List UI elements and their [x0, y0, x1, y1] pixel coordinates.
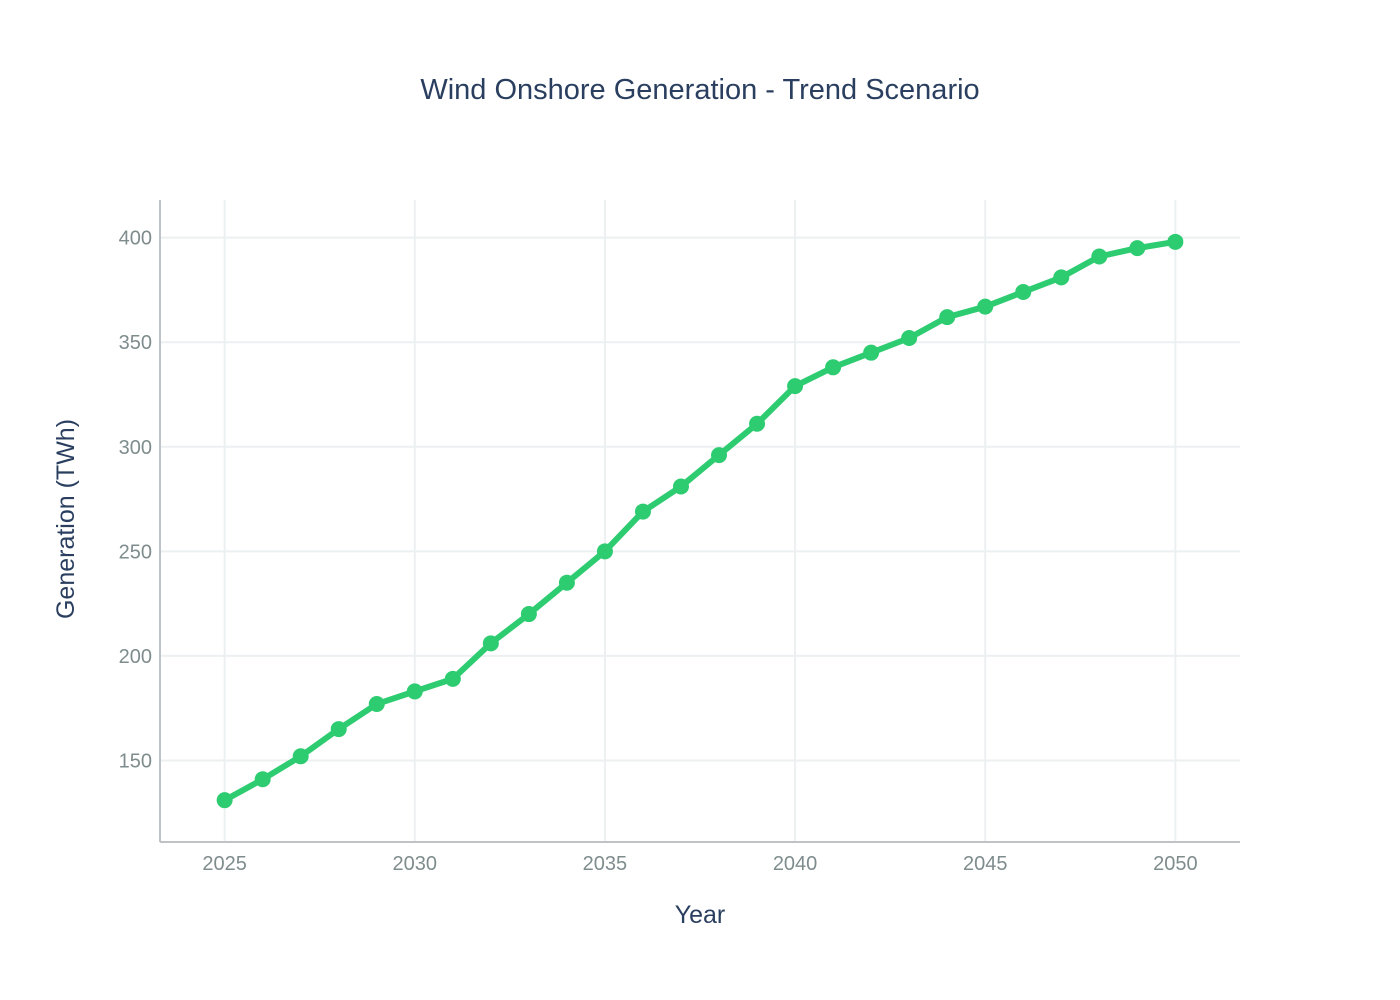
y-tick-label: 400 [119, 228, 152, 250]
x-tick-label: 2025 [202, 853, 247, 875]
y-tick-label: 250 [119, 541, 152, 563]
data-point[interactable] [482, 635, 499, 652]
data-point[interactable] [292, 748, 309, 765]
data-point[interactable] [558, 574, 575, 591]
data-point[interactable] [672, 478, 689, 495]
data-point[interactable] [634, 503, 651, 520]
data-point[interactable] [330, 721, 347, 738]
axes [159, 200, 1240, 843]
x-tick-label: 2040 [773, 853, 818, 875]
x-tick-label: 2035 [583, 853, 628, 875]
data-point[interactable] [444, 670, 461, 687]
chart-title: Wind Onshore Generation - Trend Scenario [420, 74, 979, 106]
y-tick-label: 350 [119, 332, 152, 354]
x-tick-label: 2045 [963, 853, 1008, 875]
data-point[interactable] [1129, 240, 1146, 257]
y-tick-labels: 150 200 250 300 350 400 [119, 228, 152, 773]
data-point[interactable] [749, 415, 766, 432]
x-tick-label: 2050 [1153, 853, 1198, 875]
data-point[interactable] [216, 792, 233, 809]
data-point[interactable] [1091, 248, 1108, 265]
grid [160, 200, 1240, 842]
data-point[interactable] [368, 695, 385, 712]
x-tick-labels: 2025 2030 2035 2040 2045 2050 [202, 853, 1197, 875]
data-point[interactable] [825, 359, 842, 376]
data-point[interactable] [863, 344, 880, 361]
y-tick-label: 150 [119, 750, 152, 772]
data-point[interactable] [711, 447, 728, 464]
series-line [221, 238, 1179, 804]
data-point[interactable] [1167, 233, 1184, 250]
data-point[interactable] [787, 378, 804, 395]
data-point[interactable] [977, 298, 994, 315]
data-point[interactable] [1015, 284, 1032, 301]
data-point[interactable] [939, 309, 956, 326]
data-point[interactable] [406, 683, 423, 700]
series [216, 233, 1184, 809]
data-point[interactable] [901, 330, 918, 347]
data-point[interactable] [1053, 269, 1070, 286]
x-tick-label: 2030 [393, 853, 438, 875]
y-tick-label: 300 [119, 437, 152, 459]
data-point[interactable] [254, 771, 271, 788]
data-point[interactable] [520, 606, 537, 623]
y-tick-label: 200 [119, 646, 152, 668]
y-axis-title: Generation (TWh) [52, 419, 80, 619]
data-point[interactable] [596, 543, 613, 560]
x-axis-title: Year [675, 901, 726, 929]
